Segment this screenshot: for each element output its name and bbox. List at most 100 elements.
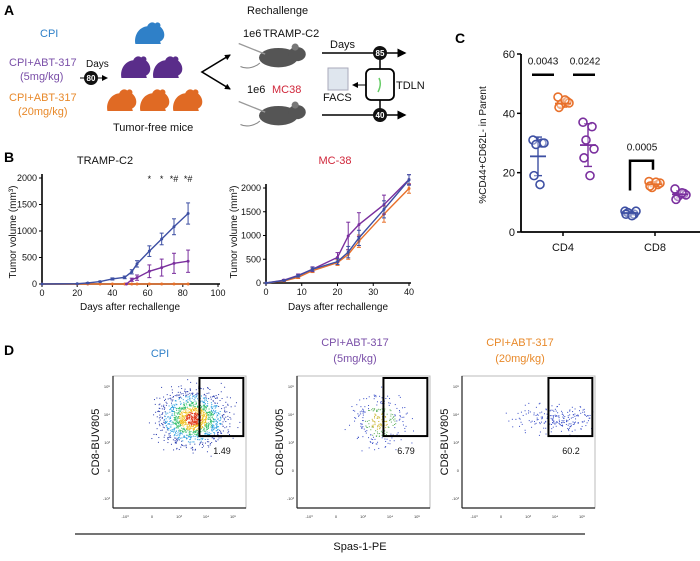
event-dot	[179, 394, 181, 396]
event-dot	[183, 402, 185, 404]
event-dot	[184, 421, 186, 423]
event-dot	[368, 423, 370, 425]
event-dot	[203, 427, 205, 429]
event-dot	[381, 402, 383, 404]
event-dot	[366, 426, 368, 428]
event-dot	[369, 441, 371, 443]
event-dot	[174, 423, 176, 425]
event-dot	[210, 405, 212, 407]
event-dot	[194, 407, 196, 409]
event-dot	[586, 422, 588, 424]
event-dot	[214, 402, 216, 404]
event-dot	[173, 406, 175, 408]
facs-label: FACS	[323, 92, 352, 104]
event-dot	[186, 404, 188, 406]
event-dot	[193, 395, 195, 397]
event-dot	[173, 427, 175, 429]
event-dot	[377, 416, 379, 418]
event-dot	[196, 382, 198, 384]
event-dot	[219, 419, 221, 421]
event-dot	[188, 422, 190, 424]
event-dot	[173, 449, 175, 451]
event-dot	[189, 421, 191, 423]
event-dot	[186, 413, 188, 415]
event-dot	[166, 420, 168, 422]
event-dot	[204, 397, 206, 399]
chart-tramp-c2: TRAMP-C2 Days after rechallenge Tumor vo…	[8, 155, 226, 313]
event-dot	[187, 412, 189, 414]
event-dot	[192, 427, 194, 429]
event-dot	[366, 420, 368, 422]
event-dot	[200, 419, 202, 421]
event-dot	[203, 401, 205, 403]
event-dot	[394, 423, 396, 425]
event-dot	[215, 423, 217, 425]
event-dot	[218, 426, 220, 428]
event-dot	[206, 407, 208, 409]
event-dot	[202, 442, 204, 444]
event-dot	[172, 399, 174, 401]
event-dot	[207, 445, 209, 447]
event-dot	[178, 420, 180, 422]
event-dot	[223, 419, 225, 421]
event-dot	[216, 421, 218, 423]
event-dot	[190, 424, 192, 426]
days-label-right: Days	[330, 39, 356, 51]
event-dot	[226, 411, 228, 413]
y-axis-label: %CD44+CD62L- in Parent	[478, 86, 489, 204]
event-dot	[164, 418, 166, 420]
data-point	[407, 178, 411, 182]
event-dot	[185, 422, 187, 424]
data-point	[160, 266, 164, 270]
event-dot	[196, 433, 198, 435]
event-dot	[186, 428, 188, 430]
event-dot	[216, 423, 218, 425]
event-dot	[218, 420, 220, 422]
event-dot	[186, 401, 188, 403]
event-dot	[221, 408, 223, 410]
y-tick-label: 10⁵	[104, 384, 110, 389]
event-dot	[376, 417, 378, 419]
event-dot	[184, 412, 186, 414]
event-dot	[551, 419, 553, 421]
event-dot	[163, 396, 165, 398]
event-dot	[207, 433, 209, 435]
y-tick-label: 20	[503, 168, 515, 180]
event-dot	[193, 406, 195, 408]
event-dot	[392, 416, 394, 418]
event-dot	[183, 409, 185, 411]
event-dot	[207, 438, 209, 440]
data-point	[677, 188, 687, 198]
event-dot	[178, 396, 180, 398]
event-dot	[189, 415, 191, 417]
event-dot	[577, 414, 579, 416]
event-dot	[203, 408, 205, 410]
event-dot	[185, 444, 187, 446]
y-tick-label: 10⁵	[288, 384, 294, 389]
event-dot	[524, 432, 526, 434]
event-dot	[176, 416, 178, 418]
flow-plot: CPI+ABT-317(5mg/kg)CD8-BUV805 6.79-10³ 0 10…	[274, 337, 431, 519]
event-dot	[372, 426, 374, 428]
event-dot	[204, 407, 206, 409]
event-dot	[166, 429, 168, 431]
event-dot	[576, 415, 578, 417]
event-dot	[385, 421, 387, 423]
event-dot	[165, 425, 167, 427]
event-dot	[157, 411, 159, 413]
event-dot	[227, 403, 229, 405]
event-dot	[358, 414, 360, 416]
event-dot	[175, 441, 177, 443]
event-dot	[194, 448, 196, 450]
event-dot	[184, 408, 186, 410]
event-dot	[172, 396, 174, 398]
event-dot	[378, 435, 380, 437]
event-dot	[194, 396, 196, 398]
event-dot	[206, 412, 208, 414]
event-dot	[563, 414, 565, 416]
event-dot	[151, 438, 153, 440]
event-dot	[545, 421, 547, 423]
event-dot	[210, 396, 212, 398]
event-dot	[186, 415, 188, 417]
x-tick-label: 60	[143, 288, 153, 298]
